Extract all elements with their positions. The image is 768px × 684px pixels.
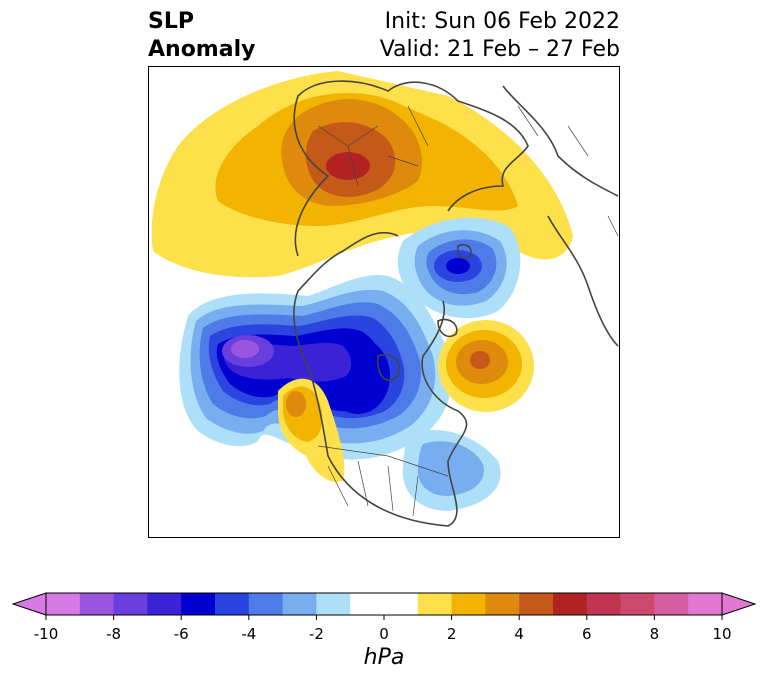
colorbar-extend-under: [11, 592, 47, 616]
colorbar-bin: [181, 593, 216, 615]
slp-anomaly-map: [148, 66, 620, 538]
colorbar-tick-label: 0: [379, 625, 389, 643]
date-info: Init: Sun 06 Feb 2022 Valid: 21 Feb – 27…: [380, 8, 620, 64]
colorbar-bin: [654, 593, 689, 615]
colorbar-bin: [46, 593, 81, 615]
colorbar-bin: [553, 593, 588, 615]
colorbar-tick-label: 4: [514, 625, 524, 643]
colorbar-bin: [215, 593, 250, 615]
colorbar-bin: [147, 593, 182, 615]
init-date: Init: Sun 06 Feb 2022: [384, 9, 620, 34]
colorbar-tick-label: 10: [712, 625, 732, 643]
colorbar-bin: [113, 593, 148, 615]
variable-title: SLP Anomaly: [148, 9, 256, 62]
colorbar: [11, 592, 757, 620]
colorbar-unit: hPa: [363, 645, 405, 670]
map-frame: [148, 66, 620, 538]
western-us-high-anomaly: [278, 378, 345, 482]
colorbar-bin: [350, 593, 419, 615]
pacific-canada-low-anomaly: [179, 275, 452, 460]
colorbar-bin: [248, 593, 284, 615]
colorbar-bin: [451, 593, 486, 615]
colorbar-tick-label: -10: [33, 625, 59, 643]
colorbar-bin: [519, 593, 554, 615]
colorbar-tick-label: 8: [649, 625, 660, 643]
colorbar-bin: [316, 593, 351, 615]
colorbar-bin: [620, 593, 655, 615]
colorbar-bin: [688, 593, 723, 615]
coastlines: [293, 80, 619, 527]
atlantic-high-anomaly: [438, 320, 534, 412]
barents-low-anomaly: [397, 217, 521, 319]
colorbar-bin: [586, 593, 622, 615]
colorbar-bin: [485, 593, 520, 615]
colorbar-extend-over: [721, 592, 757, 616]
colorbar-tick-label: 2: [446, 625, 457, 643]
colorbar-tick-label: -6: [173, 625, 189, 643]
colorbar-tick-label: -4: [241, 625, 257, 643]
colorbar-tick-label: -2: [308, 625, 324, 643]
eastern-us-low-anomaly: [402, 430, 501, 511]
colorbar-bin: [417, 593, 453, 615]
valid-range: Valid: 21 Feb – 27 Feb: [379, 37, 620, 62]
colorbar-bin: [79, 593, 115, 615]
colorbar-tick-label: -8: [106, 625, 122, 643]
country-borders: [317, 105, 619, 517]
colorbar-tick-label: 6: [582, 625, 592, 643]
colorbar-bin: [282, 593, 317, 615]
